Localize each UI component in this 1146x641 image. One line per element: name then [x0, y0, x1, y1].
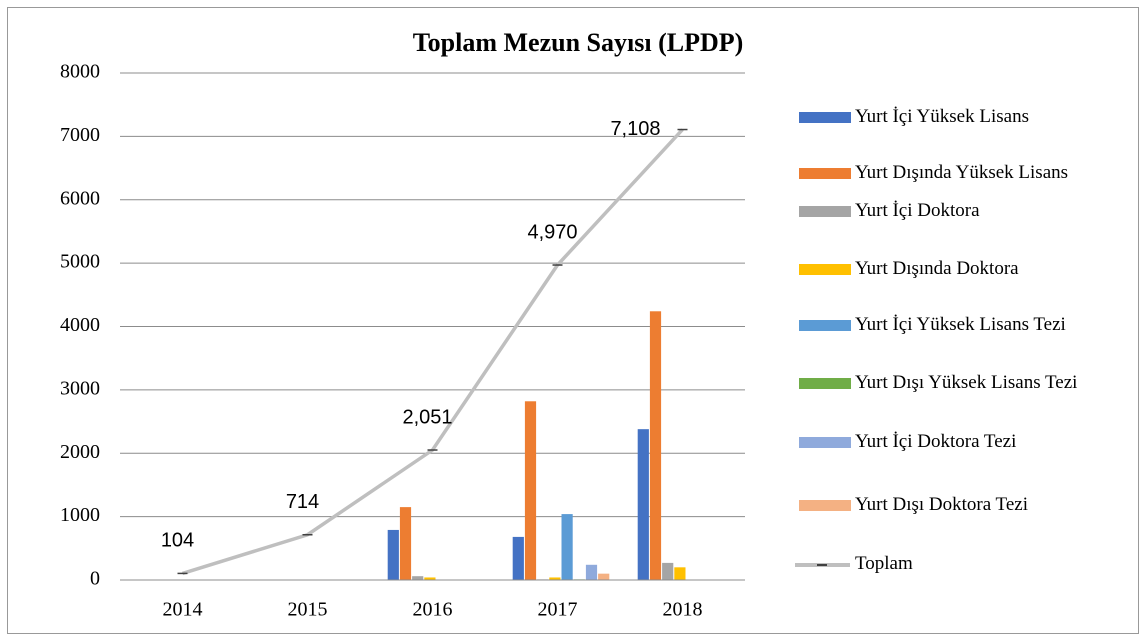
x-tick-label: 2018 [663, 599, 703, 621]
x-tick-label: 2014 [163, 599, 203, 621]
bar [585, 564, 598, 580]
legend-label: Yurt Dışı Doktora Tezi [855, 494, 1028, 515]
y-tick-label: 6000 [60, 187, 100, 209]
bar [399, 507, 412, 580]
legend-swatch [799, 168, 851, 179]
legend-swatch [799, 437, 851, 448]
legend-label: Yurt Dışında Yüksek Lisans [855, 162, 1069, 183]
legend-swatch [799, 378, 851, 389]
chart-title: Toplam Mezun Sayısı (LPDP) [413, 28, 744, 57]
bar [524, 401, 537, 580]
x-tick-label: 2015 [288, 599, 328, 621]
y-tick-label: 2000 [60, 441, 100, 463]
legend-label: Toplam [855, 553, 913, 574]
x-tick-label: 2017 [538, 599, 578, 621]
bar [412, 576, 424, 580]
legend-label: Yurt İçi Yüksek Lisans [855, 106, 1029, 127]
bar [637, 429, 649, 580]
legend-label: Yurt İçi Yüksek Lisans Tezi [855, 314, 1066, 335]
legend-label: Yurt Dışı Yüksek Lisans Tezi [855, 372, 1078, 393]
y-tick-label: 7000 [60, 124, 100, 146]
data-label: 104 [161, 530, 194, 552]
y-tick-label: 1000 [60, 504, 100, 526]
bar [512, 536, 524, 580]
bar [674, 567, 686, 580]
y-tick-label: 0 [90, 568, 100, 590]
bar [549, 577, 561, 580]
x-tick-label: 2016 [413, 599, 453, 621]
y-tick-label: 4000 [60, 314, 100, 336]
legend-swatch [799, 500, 851, 511]
bar [387, 529, 399, 580]
y-tick-label: 3000 [60, 377, 100, 399]
legend-swatch [799, 264, 851, 275]
legend-swatch [799, 112, 851, 123]
data-label: 714 [286, 491, 319, 513]
bar [662, 562, 674, 580]
bar [649, 311, 662, 580]
legend-swatch [795, 563, 850, 567]
y-tick-label: 5000 [60, 251, 100, 273]
data-label: 2,051 [402, 406, 452, 428]
legend-label: Yurt İçi Doktora [855, 200, 980, 221]
bar [424, 577, 436, 580]
legend-label: Yurt İçi Doktora Tezi [855, 431, 1017, 452]
legend-swatch [799, 320, 851, 331]
data-label: 7,108 [610, 118, 660, 140]
bar [598, 573, 610, 580]
data-label: 4,970 [527, 221, 577, 243]
y-tick-label: 8000 [60, 61, 100, 83]
legend-marker [817, 564, 827, 566]
chart-border [7, 7, 1139, 634]
legend-label: Yurt Dışında Doktora [855, 258, 1019, 279]
bar [561, 514, 573, 580]
legend-swatch [799, 206, 851, 217]
